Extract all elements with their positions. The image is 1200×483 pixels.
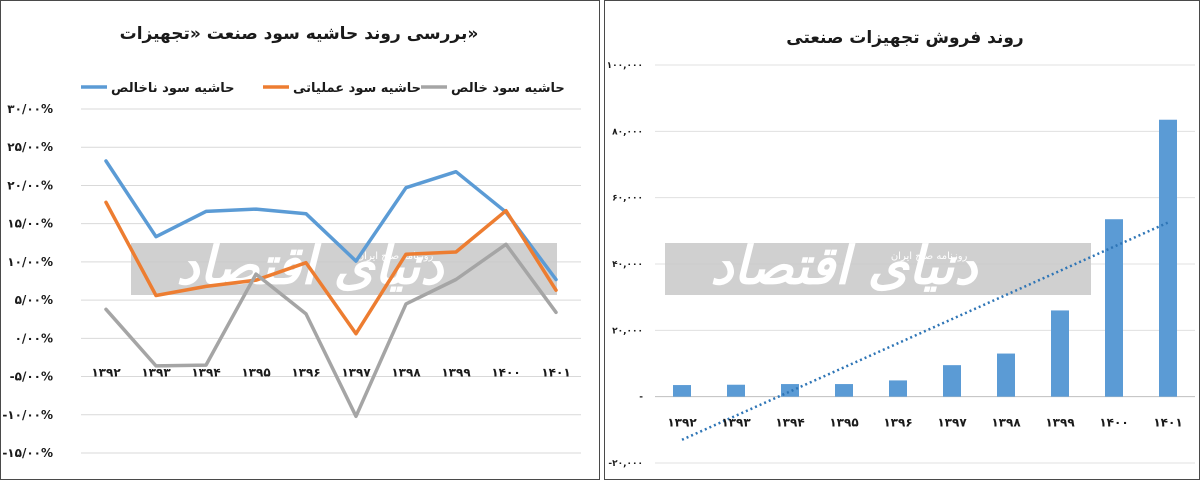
y-tick-label: ۸۰,۰۰۰: [612, 127, 643, 137]
x-tick-label: ۱۳۹۲: [667, 416, 697, 430]
y-tick-label: ۴۰,۰۰۰: [612, 260, 643, 270]
y-tick-label: ۵/۰۰%: [15, 293, 53, 307]
legend-label: حاشیه سود ناخالص: [111, 81, 235, 96]
y-tick-label: -۲۰,۰۰۰: [608, 459, 643, 469]
bar: [1105, 219, 1123, 397]
y-tick-label: ۲۰/۰۰%: [7, 178, 53, 192]
x-tick-label: ۱۳۹۵: [829, 416, 858, 430]
x-tick-label: ۱۳۹۷: [937, 416, 967, 430]
margin-chart-panel: بررسی روند حاشیه سود صنعت «تجهیزات» دنیا…: [0, 0, 600, 480]
x-tick-label: ۱۳۹۸: [391, 365, 421, 379]
x-tick-label: ۱۳۹۴: [191, 365, 220, 379]
bar: [727, 384, 745, 397]
bar: [1159, 119, 1177, 397]
y-tick-label: ۶۰,۰۰۰: [612, 194, 643, 204]
x-tick-label: ۱۳۹۳: [141, 365, 171, 379]
y-tick-label: ۲۰,۰۰۰: [612, 326, 643, 336]
x-tick-label: ۱۴۰۰: [491, 365, 520, 379]
legend-label: حاشیه سود خالص: [451, 81, 565, 96]
y-tick-label: ۱۰۰,۰۰۰: [607, 61, 643, 71]
y-tick-label: -۵/۰۰%: [10, 370, 53, 384]
watermark-text: دنیای اقتصاد: [176, 236, 445, 297]
y-tick-label: -۱۰/۰۰%: [2, 408, 53, 422]
bar: [835, 384, 853, 397]
x-tick-label: ۱۴۰۱: [1153, 416, 1182, 430]
x-tick-label: ۱۳۹۳: [721, 416, 751, 430]
chart-title: بررسی روند حاشیه سود صنعت «تجهیزات»: [120, 24, 479, 44]
bar: [889, 380, 907, 397]
bar: [943, 365, 961, 397]
series-line: [104, 200, 558, 336]
bar: [781, 384, 799, 397]
y-tick-label: ۲۵/۰۰%: [7, 140, 53, 154]
x-tick-label: ۱۳۹۹: [1045, 416, 1075, 430]
y-tick-label: -: [639, 393, 643, 403]
y-tick-label: -۱۵/۰۰%: [2, 446, 53, 460]
watermark-subtext: روزنامه صبح ایران: [357, 251, 434, 262]
x-tick-label: ۱۴۰۰: [1099, 416, 1128, 430]
y-tick-label: ۱۵/۰۰%: [7, 217, 53, 231]
x-tick-label: ۱۳۹۷: [341, 365, 371, 379]
watermark-band: [665, 243, 1091, 295]
x-tick-label: ۱۳۹۶: [883, 416, 912, 430]
x-tick-label: ۱۳۹۵: [241, 365, 270, 379]
sales-chart-panel: روند فروش تجهیزات صنعتی دنیای اقتصاد روزن…: [604, 0, 1200, 480]
x-tick-label: ۱۴۰۱: [541, 365, 570, 379]
y-tick-label: ۰/۰۰%: [15, 331, 53, 345]
x-tick-label: ۱۳۹۶: [291, 365, 320, 379]
sales-trend-chart: روند فروش تجهیزات صنعتی دنیای اقتصادروزن…: [607, 28, 1195, 469]
trendline: [681, 221, 1169, 441]
y-tick-label: ۳۰/۰۰%: [7, 102, 53, 116]
margin-trend-chart: بررسی روند حاشیه سود صنعت «تجهیزات» دنیا…: [2, 24, 581, 460]
bar: [673, 385, 691, 397]
bar: [997, 353, 1015, 397]
watermark-subtext: روزنامه صبح ایران: [891, 251, 968, 262]
x-tick-label: ۱۳۹۲: [91, 365, 121, 379]
watermark-text: دنیای اقتصاد: [710, 236, 979, 297]
y-tick-label: ۱۰/۰۰%: [7, 255, 53, 269]
x-tick-label: ۱۳۹۹: [441, 365, 471, 379]
x-tick-label: ۱۳۹۸: [991, 416, 1021, 430]
legend-label: حاشیه سود عملیاتی: [293, 81, 421, 96]
series-line: [104, 159, 558, 282]
series-line: [104, 242, 558, 419]
x-tick-label: ۱۳۹۴: [775, 416, 804, 430]
chart-title: روند فروش تجهیزات صنعتی: [786, 28, 1023, 48]
bar: [1051, 310, 1069, 397]
